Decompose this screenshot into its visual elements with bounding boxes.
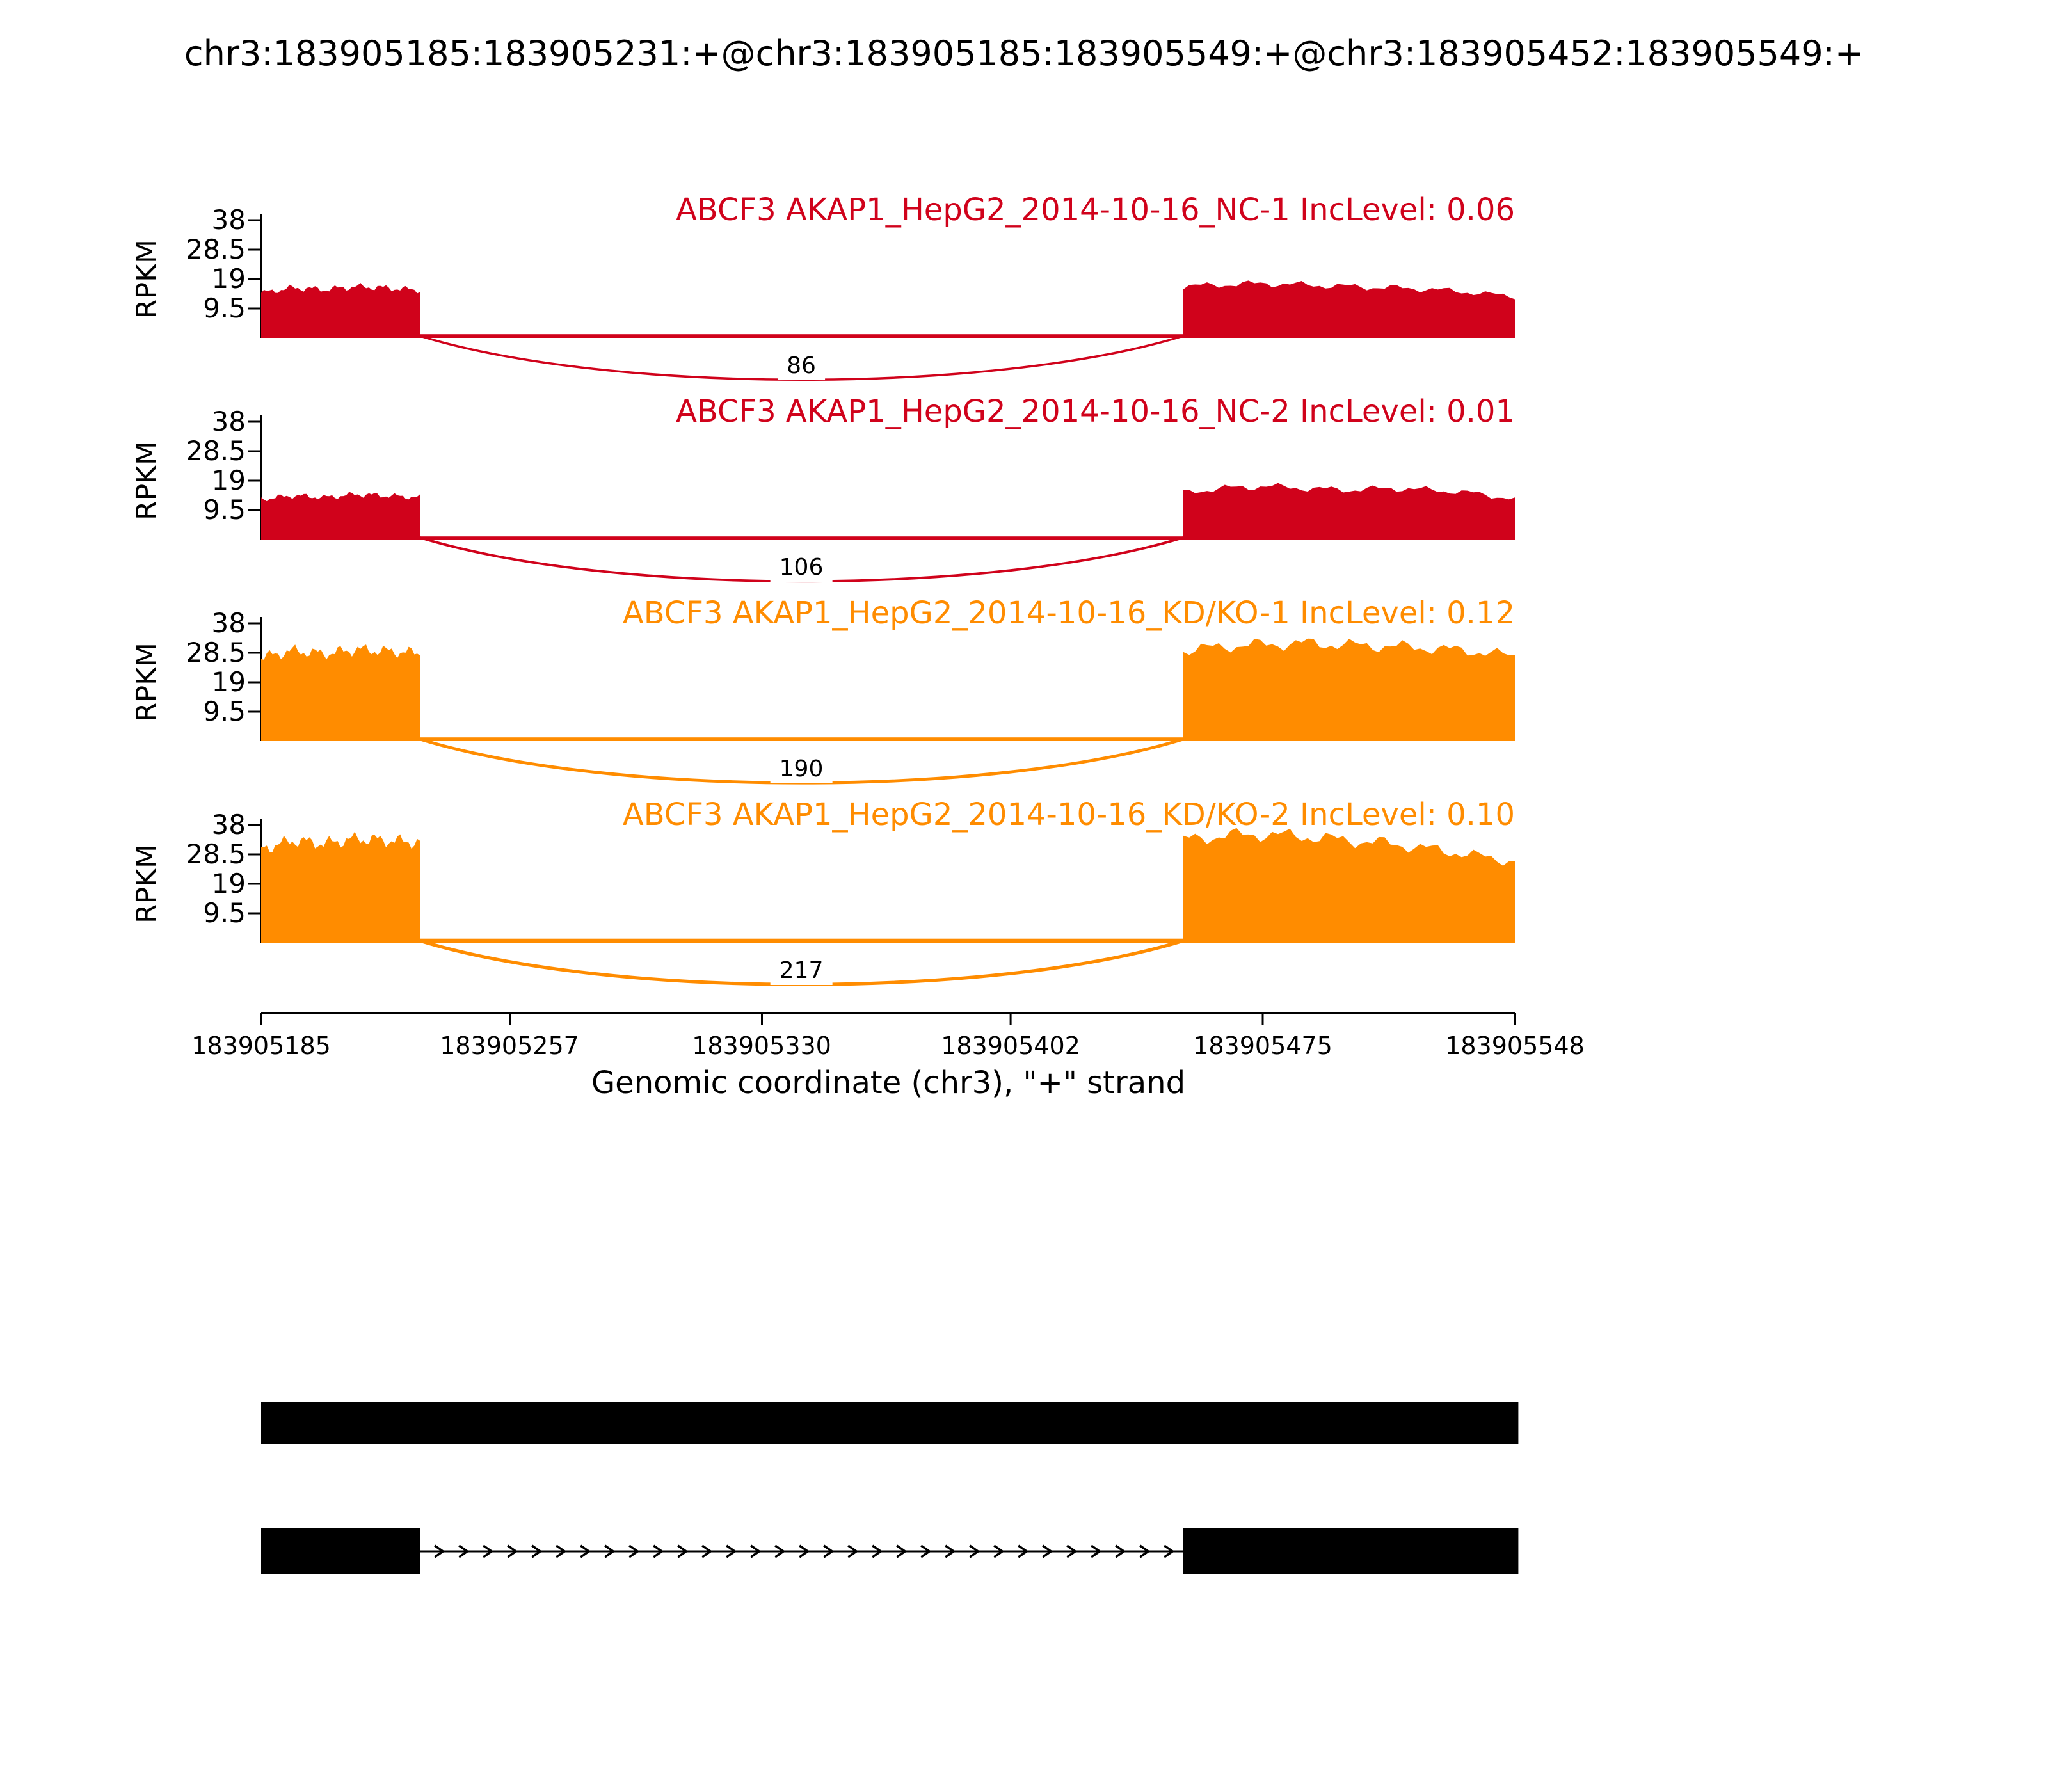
strand-arrow-icon bbox=[1139, 1544, 1151, 1558]
isoform-skipping bbox=[261, 1528, 1519, 1574]
figure-title: chr3:183905185:183905231:+@chr3:18390518… bbox=[184, 33, 1864, 74]
x-axis-label: Genomic coordinate (chr3), "+" strand bbox=[591, 1065, 1186, 1101]
ytick: 9.5 bbox=[203, 696, 246, 727]
ytick: 28.5 bbox=[186, 234, 246, 265]
strand-arrow-icon bbox=[1018, 1544, 1029, 1558]
ytick: 9.5 bbox=[203, 897, 246, 929]
strand-arrow-icon bbox=[920, 1544, 932, 1558]
strand-arrow-icon bbox=[993, 1544, 1005, 1558]
strand-arrow-icon bbox=[677, 1544, 689, 1558]
left-exon-coverage bbox=[261, 644, 420, 741]
right-exon-coverage bbox=[1183, 828, 1515, 943]
strand-arrow-icon bbox=[969, 1544, 980, 1558]
track-4-label: ABCF3 AKAP1_HepG2_2014-10-16_KD/KO-2 Inc… bbox=[622, 797, 1515, 833]
strand-arrow-icon bbox=[628, 1544, 640, 1558]
strand-arrow-icon bbox=[726, 1544, 737, 1558]
strand-arrow-icon bbox=[1066, 1544, 1078, 1558]
strand-arrow-icon bbox=[1091, 1544, 1102, 1558]
strand-arrow-icon bbox=[774, 1544, 786, 1558]
xtick: 183905257 bbox=[440, 1032, 579, 1060]
strand-arrow-icon bbox=[896, 1544, 908, 1558]
intron-coverage bbox=[420, 334, 1183, 338]
ytick: 38 bbox=[211, 406, 246, 437]
left-exon-coverage bbox=[261, 831, 420, 943]
strand-arrow-icon bbox=[531, 1544, 543, 1558]
strand-arrow-icon bbox=[604, 1544, 616, 1558]
ytick: 19 bbox=[211, 465, 246, 496]
xtick: 183905548 bbox=[1445, 1032, 1585, 1060]
strand-arrow-icon bbox=[872, 1544, 883, 1558]
intron-coverage bbox=[420, 536, 1183, 540]
strand-arrow-icon bbox=[556, 1544, 567, 1558]
strand-arrow-icon bbox=[1042, 1544, 1053, 1558]
track-4-graphics bbox=[248, 819, 1515, 986]
strand-arrow-icon bbox=[458, 1544, 470, 1558]
strand-arrow-icon bbox=[701, 1544, 713, 1558]
ytick: 19 bbox=[211, 263, 246, 294]
track-3-graphics bbox=[248, 617, 1515, 785]
strand-arrow-icon bbox=[483, 1544, 494, 1558]
strand-arrow-icon bbox=[1115, 1544, 1126, 1558]
strand-arrow-icon bbox=[507, 1544, 518, 1558]
right-exon-coverage bbox=[1183, 280, 1515, 338]
ytick: 38 bbox=[211, 204, 246, 236]
track-2-label: ABCF3 AKAP1_HepG2_2014-10-16_NC-2 IncLev… bbox=[676, 394, 1515, 429]
ytick: 28.5 bbox=[186, 435, 246, 467]
ytick: 19 bbox=[211, 868, 246, 899]
xtick: 183905475 bbox=[1193, 1032, 1332, 1060]
track-1-graphics bbox=[248, 214, 1515, 381]
xtick: 183905402 bbox=[941, 1032, 1080, 1060]
track-1-junction-count: 86 bbox=[778, 352, 825, 380]
ytick: 9.5 bbox=[203, 494, 246, 525]
intron-coverage bbox=[420, 737, 1183, 741]
strand-arrow-icon bbox=[847, 1544, 859, 1558]
x-axis bbox=[260, 1012, 1516, 1025]
track-4-junction-count: 217 bbox=[770, 957, 833, 985]
ytick: 28.5 bbox=[186, 838, 246, 870]
exon-block bbox=[1183, 1528, 1519, 1574]
right-exon-coverage bbox=[1183, 483, 1515, 540]
xtick: 183905330 bbox=[692, 1032, 831, 1060]
strand-arrow-icon bbox=[823, 1544, 835, 1558]
right-exon-coverage bbox=[1183, 638, 1515, 741]
strand-arrow-icon bbox=[945, 1544, 956, 1558]
track-1-label: ABCF3 AKAP1_HepG2_2014-10-16_NC-1 IncLev… bbox=[676, 192, 1515, 228]
strand-arrow-icon bbox=[1164, 1544, 1175, 1558]
left-exon-coverage bbox=[261, 283, 420, 338]
ytick: 38 bbox=[211, 809, 246, 840]
strand-arrow-icon bbox=[434, 1544, 445, 1558]
exon-block bbox=[261, 1402, 1519, 1444]
track-3-label: ABCF3 AKAP1_HepG2_2014-10-16_KD/KO-1 Inc… bbox=[622, 595, 1515, 631]
strand-arrow-icon bbox=[580, 1544, 591, 1558]
ytick: 19 bbox=[211, 666, 246, 698]
strand-arrow-icon bbox=[750, 1544, 762, 1558]
isoform-inclusion bbox=[261, 1402, 1519, 1444]
ytick: 28.5 bbox=[186, 637, 246, 668]
xtick: 183905185 bbox=[191, 1032, 331, 1060]
track-2-graphics bbox=[248, 415, 1515, 583]
ytick: 38 bbox=[211, 607, 246, 639]
ytick: 9.5 bbox=[203, 292, 246, 324]
strand-arrow-icon bbox=[799, 1544, 810, 1558]
left-exon-coverage bbox=[261, 492, 420, 540]
track-2-junction-count: 106 bbox=[770, 554, 833, 582]
exon-block bbox=[261, 1528, 420, 1574]
intron-coverage bbox=[420, 938, 1183, 943]
strand-arrow-icon bbox=[653, 1544, 664, 1558]
track-3-junction-count: 190 bbox=[770, 755, 833, 783]
